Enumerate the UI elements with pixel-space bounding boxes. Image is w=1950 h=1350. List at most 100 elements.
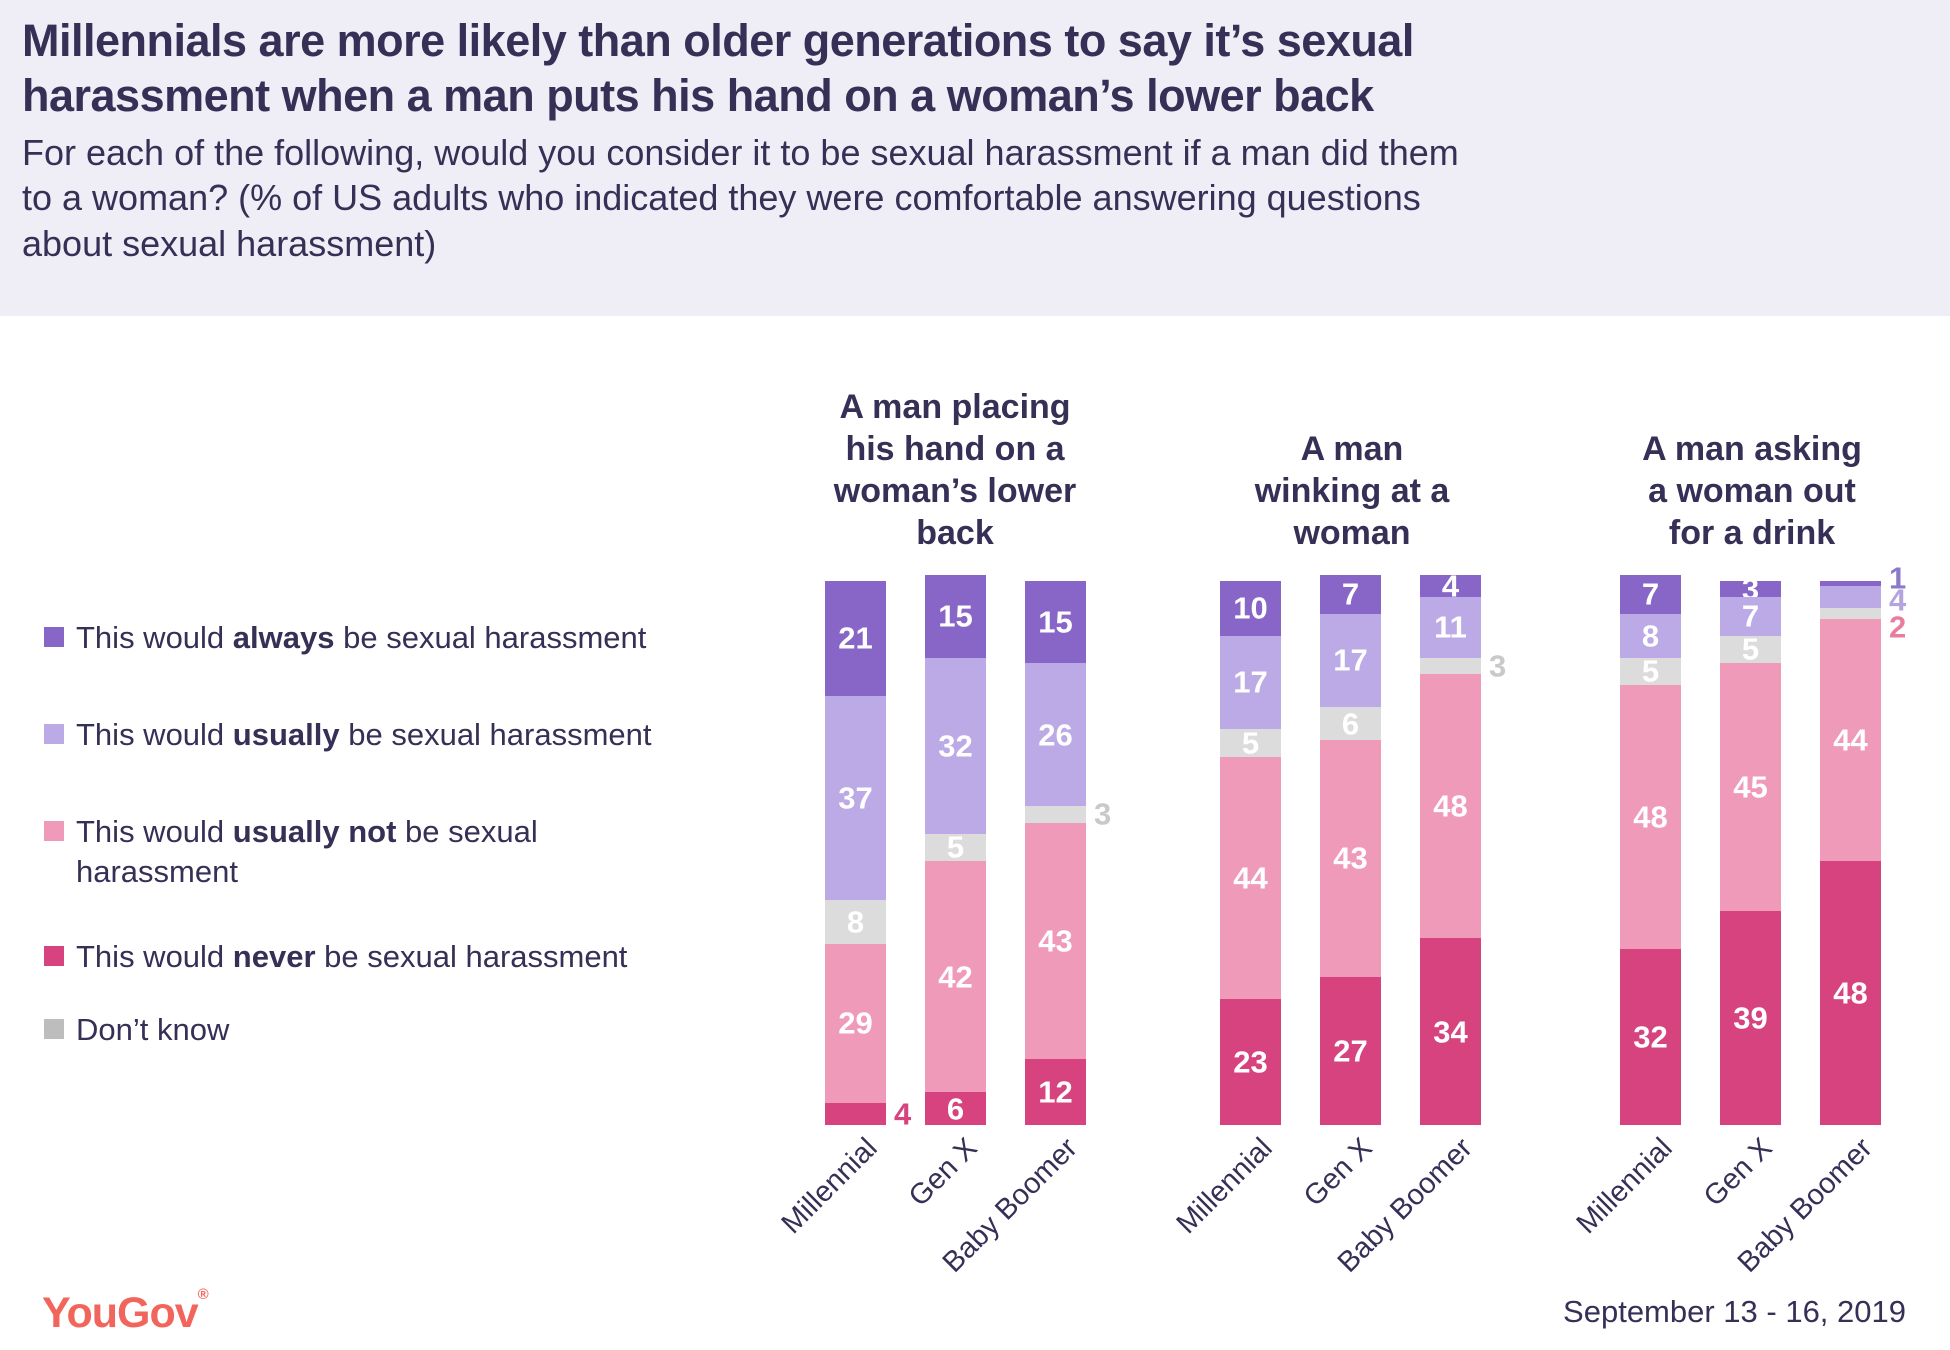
bar-segment-always: 15 — [1025, 580, 1086, 663]
page-subtitle: For each of the following, would you con… — [22, 131, 1459, 264]
bars-group: 10 17 5 44 23 7 17 6 43 27 4 11 3 48 34 — [1220, 571, 1506, 1125]
segment-value-label: 3 — [1094, 796, 1112, 832]
legend: This would always be sexual harassment Th… — [44, 618, 654, 1050]
bar-segment-usually_not: 45 — [1720, 663, 1781, 911]
segment-value-label: 27 — [1333, 1033, 1368, 1069]
bar-segment-never: 23 — [1220, 998, 1281, 1125]
stacked-bar-gen-x: 15 32 5 42 6 — [925, 575, 986, 1125]
legend-label: This would always be sexual harassment — [76, 620, 647, 655]
segment-value-label: 7 — [1741, 598, 1760, 634]
segment-value-label: 37 — [838, 780, 873, 816]
segment-value-label: 3 — [1741, 571, 1760, 607]
segment-value-label: 2 — [1889, 609, 1907, 644]
segment-value-label: 26 — [1038, 717, 1073, 752]
bar-segment-never: 39 — [1720, 910, 1781, 1125]
bar-segment-usually: 17 — [1220, 635, 1281, 729]
bar-segment-dont_know: 5 — [925, 829, 986, 865]
bar-segment-dont_know: 6 — [1320, 707, 1381, 740]
legend-item-always: This would always be sexual harassment — [44, 618, 654, 658]
segment-value-label: 23 — [1233, 1044, 1268, 1080]
legend-label: This would usually not be sexual harassm… — [76, 814, 538, 890]
segment-value-label: 4 — [1889, 582, 1907, 618]
legend-swatch-usually_not — [44, 821, 64, 842]
group-title: A man placing his hand on a woman’s lowe… — [833, 388, 1077, 553]
legend-item-dont_know: Don’t know — [44, 1010, 654, 1050]
legend-swatch-always — [44, 627, 64, 647]
bar-segment-usually: 26 — [1025, 663, 1086, 806]
segment-value-label: 44 — [1233, 860, 1268, 895]
bar-segment-always: 3 — [1720, 573, 1781, 604]
segment-value-label: 48 — [1633, 799, 1668, 835]
bar-segment-never: 12 — [1025, 1059, 1086, 1125]
bar-segment-usually: 37 — [825, 696, 886, 900]
bar-segment-always: 4 — [1420, 571, 1481, 602]
yougov-logo: YouGov® — [42, 1286, 209, 1338]
legend-item-never: This would never be sexual harassment — [44, 937, 654, 977]
segment-value-label: 6 — [1341, 706, 1360, 741]
segment-value-label: 43 — [1333, 840, 1368, 876]
bar-segment-usually: 8 — [1620, 613, 1681, 658]
segment-value-label: 5 — [946, 829, 965, 865]
legend-item-usually: This would usually be sexual harassment — [44, 715, 654, 755]
legend-swatch-dont_know — [44, 1019, 64, 1040]
bar-segment-always: 15 — [925, 575, 986, 658]
segment-value-label: 10 — [1233, 590, 1268, 626]
segment-value-label: 5 — [1741, 631, 1760, 667]
bars-group: 21 37 8 29 4 15 32 5 42 6 15 26 3 43 12 — [825, 575, 1111, 1130]
bar-segment-usually_not: 29 — [825, 943, 886, 1103]
stacked-bar-gen-x: 7 17 6 43 27 — [1320, 575, 1381, 1125]
segment-value-label: 8 — [1641, 618, 1660, 653]
fieldwork-date: September 13 - 16, 2019 — [1563, 1294, 1906, 1329]
segment-value-label: 5 — [1641, 653, 1660, 689]
segment-value-label: 17 — [1333, 642, 1368, 678]
bar-segment-usually_not: 44 — [1820, 619, 1881, 861]
bar-segment-usually_not: 43 — [1320, 740, 1381, 977]
bar-segment-usually_not: 48 — [1420, 674, 1481, 938]
stacked-bar-millennial: 10 17 5 44 23 — [1220, 580, 1281, 1125]
segment-value-label: 11 — [1434, 609, 1467, 645]
segment-value-label: 7 — [1641, 576, 1660, 612]
segment-value-label: 34 — [1433, 1014, 1468, 1049]
bar-segment-dont_know: 5 — [1720, 631, 1781, 667]
legend-swatch-usually — [44, 723, 64, 744]
bar-segment-never: 4 — [825, 1099, 911, 1130]
stacked-bar-baby-boomer: 15 26 3 43 12 — [1025, 580, 1111, 1125]
bars-group: 7 8 5 48 32 3 7 5 45 39 1 4 2 44 48 — [1620, 563, 1906, 1125]
segment-value-label: 7 — [1341, 576, 1360, 612]
bar-segment-usually_not: 44 — [1220, 756, 1281, 999]
segment-value-label: 17 — [1233, 664, 1268, 700]
bar-segment-dont_know: 5 — [1620, 653, 1681, 689]
segment-value-label: 32 — [938, 728, 973, 763]
segment-value-label: 43 — [1038, 923, 1073, 959]
bar-segment-usually: 7 — [1720, 597, 1781, 636]
stacked-bar-baby-boomer: 1 4 2 44 48 — [1820, 563, 1906, 1125]
header-band: Millennials are more likely than older g… — [0, 0, 1950, 316]
registered-mark: ® — [197, 1286, 209, 1303]
bar-segment-usually: 11 — [1420, 597, 1481, 658]
segment-value-label: 3 — [1489, 648, 1507, 684]
segment-value-label: 1 — [1889, 560, 1907, 596]
page-title: Millennials are more likely than older g… — [22, 15, 1414, 121]
legend-label: Don’t know — [76, 1012, 230, 1048]
segment-value-label: 15 — [1038, 604, 1073, 640]
segment-value-label: 4 — [894, 1096, 912, 1132]
bar-segment-never: 27 — [1320, 976, 1381, 1125]
bar-segment-usually: 17 — [1320, 613, 1381, 707]
bar-segment-dont_know: 3 — [1420, 650, 1506, 681]
stacked-bar-millennial: 7 8 5 48 32 — [1620, 575, 1681, 1125]
bar-segment-dont_know: 8 — [825, 899, 886, 944]
bar-segment-usually_not: 43 — [1025, 822, 1086, 1059]
segment-value-label: 12 — [1038, 1074, 1073, 1110]
bar-segment-always: 7 — [1620, 575, 1681, 614]
legend-label: This would never be sexual harassment — [76, 938, 628, 974]
segment-value-label: 21 — [838, 620, 873, 656]
segment-value-label: 32 — [1633, 1019, 1668, 1055]
bar-segment-always: 7 — [1320, 575, 1381, 614]
stacked-bar-gen-x: 3 7 5 45 39 — [1720, 573, 1781, 1125]
segment-value-label: 4 — [1441, 568, 1460, 604]
bar-segment-never: 34 — [1420, 938, 1481, 1125]
segment-value-label: 6 — [946, 1091, 965, 1126]
segment-value-label: 8 — [846, 904, 865, 939]
legend-label: This would usually be sexual harassment — [76, 716, 652, 752]
